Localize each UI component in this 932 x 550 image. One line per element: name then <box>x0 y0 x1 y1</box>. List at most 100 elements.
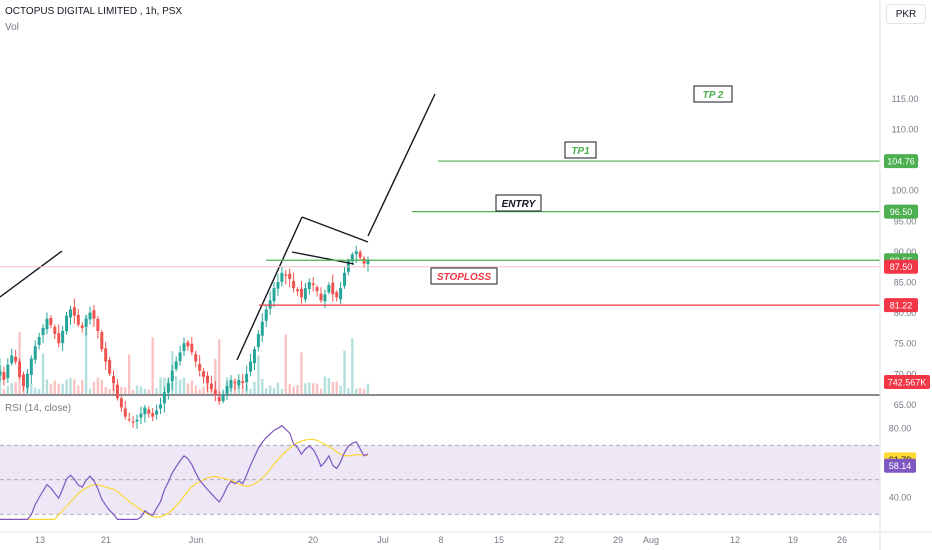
time-axis: 13 21 Jun 20 Jul 8 15 22 29 Aug 12 19 26 <box>0 531 932 545</box>
volume-bar <box>202 386 205 394</box>
candle <box>25 373 29 388</box>
volume-bar <box>57 383 60 394</box>
candle <box>174 361 178 370</box>
candle <box>268 300 272 309</box>
volume-bar <box>6 386 10 394</box>
price-label: 81.22 <box>890 301 913 311</box>
volume-bar <box>362 388 366 394</box>
annotation-box <box>430 267 498 285</box>
volume-bar <box>155 388 158 394</box>
volume-bar <box>139 386 143 394</box>
candle <box>296 289 300 292</box>
candle <box>213 389 217 396</box>
candle <box>115 384 119 399</box>
candle <box>162 392 166 404</box>
trendline <box>236 216 303 361</box>
symbol-title[interactable]: OCTOPUS DIGITAL LIMITED , 1h, PSX <box>5 6 183 17</box>
candle <box>10 355 14 364</box>
candle <box>166 382 170 393</box>
candle <box>198 363 202 371</box>
time-tick-label: 22 <box>554 535 564 545</box>
volume-bar <box>14 382 17 394</box>
price-pane: TP 2 TP1 ENTRY STOPLOSS <box>0 85 880 429</box>
candle <box>358 252 362 258</box>
rsi-label[interactable]: RSI (14, close) <box>5 403 72 414</box>
candle <box>229 379 233 388</box>
volume-bar <box>81 380 84 394</box>
volume-bar <box>178 379 182 394</box>
candle <box>280 272 284 282</box>
volume-bar <box>280 388 284 394</box>
candle <box>252 349 256 363</box>
candle <box>225 386 229 395</box>
volume-bar <box>296 385 299 394</box>
volume-bar <box>253 381 256 394</box>
volume-label: Vol <box>5 22 19 33</box>
volume-bar <box>147 389 150 394</box>
volume-bar <box>10 383 13 394</box>
volume-bar <box>194 385 197 394</box>
price-tick-label: 75.00 <box>894 339 917 349</box>
candle <box>2 371 6 380</box>
volume-bar <box>311 383 315 394</box>
volume-bar <box>143 388 147 394</box>
candle <box>123 408 127 417</box>
volume-bar <box>327 378 331 394</box>
candle <box>366 260 370 265</box>
volume-bar <box>61 383 64 394</box>
rsi-line <box>0 424 369 521</box>
candle <box>209 383 213 390</box>
volume-bar <box>366 383 370 394</box>
flag-top-line <box>301 216 369 243</box>
candle <box>327 285 331 293</box>
annotation-box <box>495 194 542 212</box>
volume-bar <box>190 380 194 394</box>
price-label-chip <box>884 204 918 219</box>
candle <box>186 342 190 347</box>
candle <box>284 274 288 276</box>
volume-bar <box>88 388 92 394</box>
candle <box>311 283 315 286</box>
candle <box>245 373 249 383</box>
currency-button[interactable]: PKR <box>886 4 926 24</box>
volume-bar <box>2 388 6 394</box>
flag-bottom-line <box>291 251 355 265</box>
annotation-label: ENTRY <box>502 199 537 210</box>
volume-bar <box>214 358 217 394</box>
volume-bar <box>265 388 268 394</box>
volume-bar <box>100 380 103 394</box>
candle <box>350 254 354 262</box>
candle <box>119 398 123 408</box>
candle <box>53 326 57 335</box>
candle <box>362 258 366 264</box>
candle <box>135 419 139 422</box>
candle <box>127 419 131 421</box>
price-label-chip <box>884 259 918 274</box>
candle <box>217 396 221 402</box>
candle <box>319 293 323 301</box>
candle <box>139 413 143 418</box>
candle <box>323 294 327 302</box>
candle <box>303 288 307 300</box>
volume-bar <box>241 386 244 394</box>
time-tick-label: Jun <box>189 535 204 545</box>
price-axis: 65.00 70.00 75.00 80.00 85.00 90.00 95.00 100.0… <box>879 0 930 550</box>
volume-bar <box>288 383 291 394</box>
price-tick-label: 95.00 <box>894 216 917 226</box>
volume-bar <box>268 385 272 394</box>
candle <box>256 334 260 348</box>
volume-bar <box>304 383 307 394</box>
candle <box>100 332 104 350</box>
candle <box>178 352 182 362</box>
rsi-tick-label: 80.00 <box>889 424 912 434</box>
candle <box>292 280 296 289</box>
annotation-box <box>564 141 597 159</box>
volume-bar <box>218 339 221 394</box>
time-tick-label: 26 <box>837 535 847 545</box>
time-tick-label: 13 <box>35 535 45 545</box>
volume-bar <box>249 388 252 394</box>
volume-bar <box>308 382 311 394</box>
candle <box>354 251 358 255</box>
candle <box>104 348 108 362</box>
